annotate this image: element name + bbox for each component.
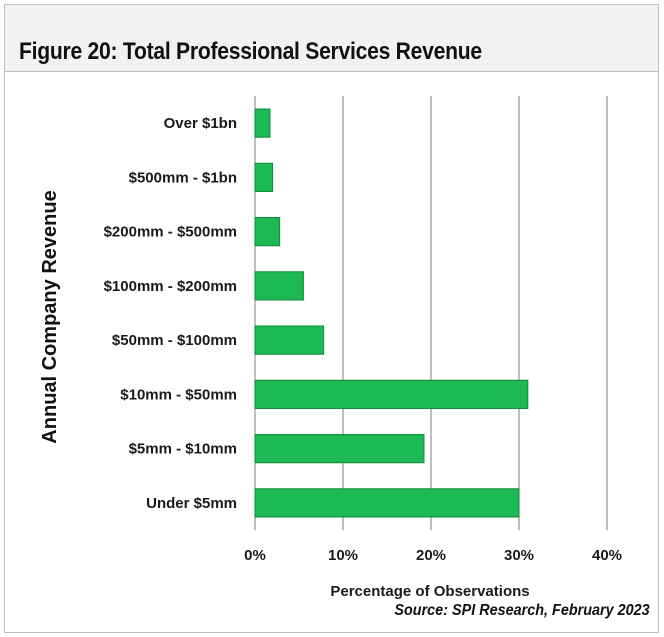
x-tick-label: 0% bbox=[244, 547, 266, 564]
figure-frame: Figure 20: Total Professional Services R… bbox=[4, 4, 659, 633]
y-axis-label: Annual Company Revenue bbox=[39, 190, 61, 443]
bar bbox=[254, 488, 520, 518]
bar bbox=[254, 217, 281, 247]
bar bbox=[254, 162, 274, 192]
bar bbox=[254, 271, 304, 301]
bar bbox=[254, 379, 529, 409]
bar bbox=[254, 325, 325, 355]
category-label: $5mm - $10mm bbox=[129, 441, 237, 458]
category-label: $100mm - $200mm bbox=[104, 278, 237, 295]
x-tick-label: 40% bbox=[592, 547, 622, 564]
source-note: Source: SPI Research, February 2023 bbox=[394, 602, 650, 619]
category-label: $50mm - $100mm bbox=[112, 332, 237, 349]
bar bbox=[254, 108, 271, 138]
x-tick-label: 20% bbox=[416, 547, 446, 564]
bar bbox=[254, 434, 425, 464]
category-label: $500mm - $1bn bbox=[129, 169, 237, 186]
figure-header: Figure 20: Total Professional Services R… bbox=[5, 5, 658, 72]
category-label: Over $1bn bbox=[164, 115, 237, 132]
x-tick-label: 30% bbox=[504, 547, 534, 564]
x-tick-label: 10% bbox=[328, 547, 358, 564]
figure-title: Figure 20: Total Professional Services R… bbox=[19, 38, 482, 65]
category-label: Under $5mm bbox=[146, 495, 237, 512]
category-label: $200mm - $500mm bbox=[104, 224, 237, 241]
category-label: $10mm - $50mm bbox=[120, 386, 237, 403]
x-axis-label: Percentage of Observations bbox=[330, 583, 529, 600]
